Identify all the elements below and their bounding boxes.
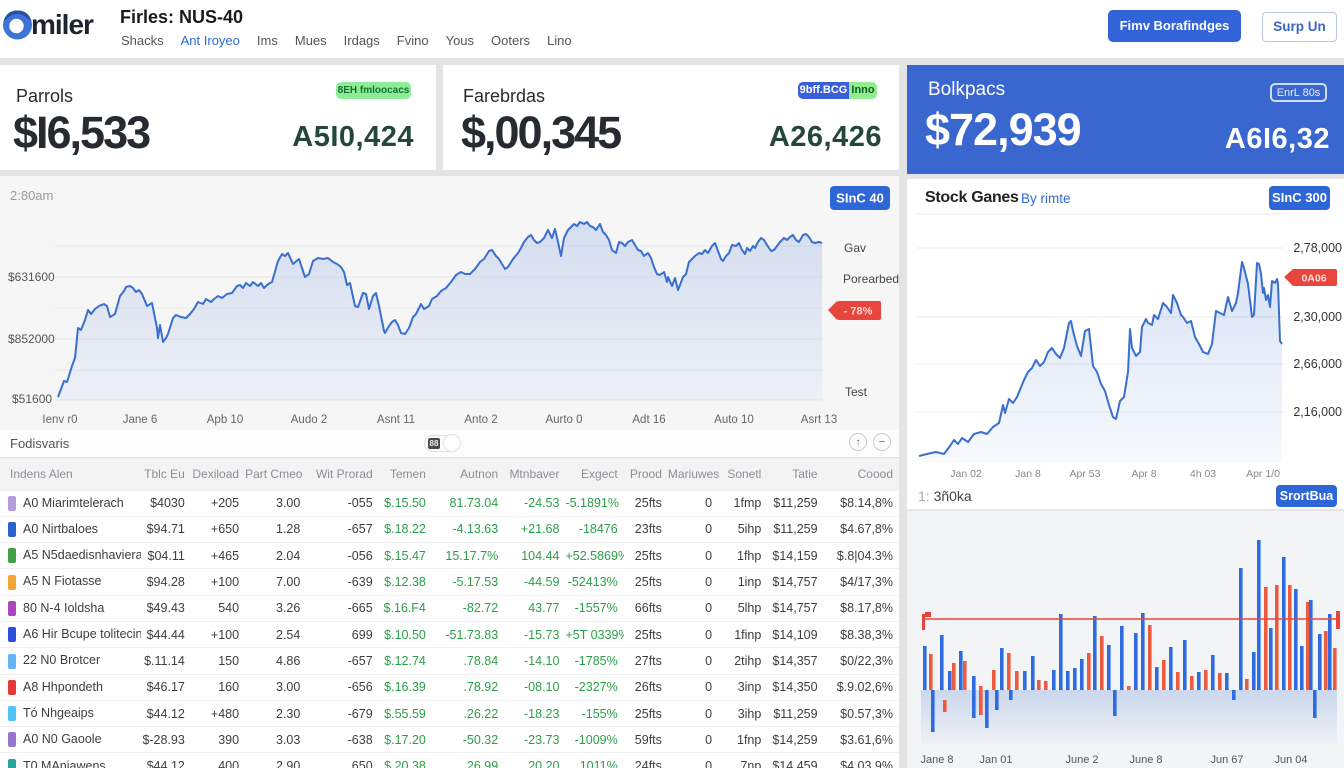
svg-text:Apr 1/0: Apr 1/0 bbox=[1246, 468, 1280, 480]
svg-text:2,30,000: 2,30,000 bbox=[1293, 310, 1342, 324]
svg-text:2,66,000: 2,66,000 bbox=[1293, 357, 1342, 371]
svg-text:Apr 8: Apr 8 bbox=[1131, 468, 1156, 480]
svg-text:4h 03: 4h 03 bbox=[1190, 468, 1216, 480]
svg-text:Jan 8: Jan 8 bbox=[1015, 468, 1041, 480]
svg-text:Asnt 11: Asnt 11 bbox=[377, 414, 415, 426]
svg-text:Ienv r0: Ienv r0 bbox=[42, 414, 77, 426]
svg-text:Jane 6: Jane 6 bbox=[123, 414, 158, 426]
svg-text:Jun 04: Jun 04 bbox=[1274, 754, 1307, 766]
svg-text:0A06: 0A06 bbox=[1301, 273, 1326, 285]
svg-text:2:80am: 2:80am bbox=[10, 188, 53, 203]
svg-text:Aurto 0: Aurto 0 bbox=[545, 414, 582, 426]
svg-text:Audo 2: Audo 2 bbox=[291, 414, 327, 426]
svg-text:Jun 67: Jun 67 bbox=[1210, 754, 1243, 766]
svg-text:June 8: June 8 bbox=[1129, 754, 1162, 766]
svg-text:Jan 01: Jan 01 bbox=[979, 754, 1012, 766]
svg-text:Anto 2: Anto 2 bbox=[464, 414, 497, 426]
svg-text:Jan 02: Jan 02 bbox=[950, 468, 982, 480]
svg-text:Jane 8: Jane 8 bbox=[920, 754, 953, 766]
svg-text:Adt 16: Adt 16 bbox=[632, 414, 665, 426]
svg-text:June 2: June 2 bbox=[1065, 754, 1098, 766]
svg-text:Gav: Gav bbox=[844, 241, 866, 255]
svg-text:Apb 10: Apb 10 bbox=[207, 414, 243, 426]
svg-text:Auto 10: Auto 10 bbox=[714, 414, 754, 426]
svg-text:Asrt 13: Asrt 13 bbox=[801, 414, 837, 426]
svg-text:2,16,000: 2,16,000 bbox=[1293, 405, 1342, 419]
svg-text:$51600: $51600 bbox=[12, 392, 52, 406]
svg-text:- 78%: - 78% bbox=[844, 306, 873, 318]
svg-text:$852000: $852000 bbox=[8, 332, 55, 346]
svg-text:2,78,000: 2,78,000 bbox=[1293, 241, 1342, 255]
svg-text:SInC 40: SInC 40 bbox=[836, 191, 884, 206]
svg-text:Porearbed: Porearbed bbox=[843, 272, 899, 286]
svg-text:$631600: $631600 bbox=[8, 270, 55, 284]
svg-text:Apr 53: Apr 53 bbox=[1070, 468, 1101, 480]
svg-text:Test: Test bbox=[845, 385, 868, 399]
